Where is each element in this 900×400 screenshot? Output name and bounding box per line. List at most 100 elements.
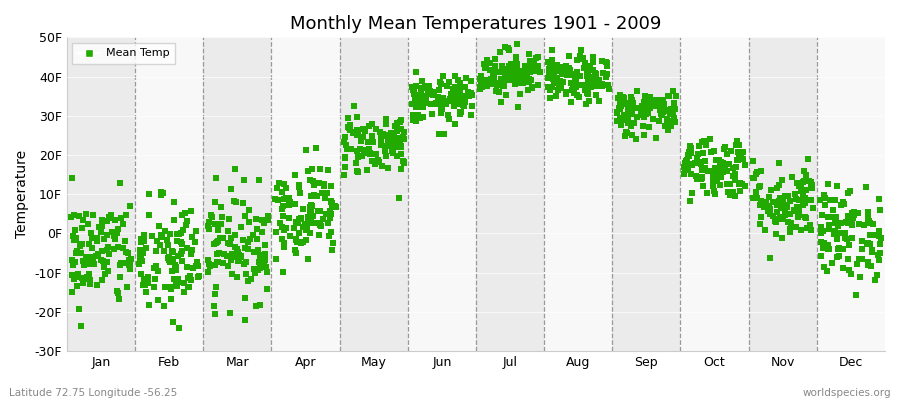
Point (868, 232, 882, 238)
Point (653, 107, 668, 114)
Point (225, 271, 239, 278)
Point (778, 212, 792, 218)
Point (150, 296, 165, 303)
Point (814, 253, 828, 259)
Point (636, 113, 651, 120)
Point (68, 237, 82, 243)
Point (83, 254, 97, 261)
Point (546, 77, 561, 84)
Point (373, 129, 387, 135)
Point (482, 79, 497, 85)
Point (821, 241, 835, 248)
Point (658, 106, 672, 113)
Point (244, 276, 258, 282)
Point (600, 63, 615, 69)
Point (412, 99, 427, 106)
Point (731, 148, 745, 155)
Point (473, 78, 488, 84)
Point (778, 203, 793, 209)
Point (508, 81, 522, 88)
Point (277, 196, 292, 203)
Point (344, 146, 358, 152)
Point (387, 134, 401, 140)
Point (714, 172, 728, 178)
Point (181, 284, 195, 290)
Point (846, 213, 860, 220)
Point (484, 76, 499, 82)
Point (629, 136, 643, 142)
Point (148, 276, 162, 282)
Point (354, 134, 368, 141)
Point (304, 209, 319, 215)
Point (255, 216, 269, 223)
Point (623, 111, 637, 118)
Point (478, 77, 492, 84)
Point (796, 168, 811, 174)
Point (303, 204, 318, 210)
Point (707, 165, 722, 172)
Point (730, 156, 744, 163)
Point (418, 83, 432, 89)
Point (588, 70, 602, 76)
Point (582, 63, 597, 70)
Point (488, 62, 502, 69)
Point (616, 95, 631, 101)
Point (494, 76, 508, 82)
Point (256, 262, 270, 269)
Point (67, 212, 81, 219)
Point (215, 235, 230, 241)
Point (586, 54, 600, 60)
Point (444, 92, 458, 98)
Point (259, 264, 274, 271)
Point (142, 212, 157, 218)
Point (350, 114, 365, 120)
Point (846, 208, 860, 215)
Point (446, 97, 461, 104)
Point (542, 66, 556, 72)
Point (253, 252, 267, 258)
Point (134, 258, 148, 264)
Point (679, 164, 693, 170)
Point (122, 262, 136, 268)
Point (180, 264, 194, 270)
Point (67, 276, 81, 282)
Point (160, 255, 175, 261)
Point (220, 253, 234, 260)
Point (714, 162, 728, 169)
Point (694, 161, 708, 168)
Point (851, 209, 866, 216)
Point (610, 109, 625, 116)
Point (552, 84, 566, 90)
Point (530, 82, 544, 88)
Point (712, 169, 726, 176)
Point (446, 102, 461, 109)
Point (668, 118, 682, 125)
Point (409, 94, 423, 100)
Point (169, 264, 184, 271)
Point (681, 149, 696, 155)
Point (775, 202, 789, 208)
Point (341, 124, 356, 130)
Point (626, 106, 640, 113)
Point (92, 224, 106, 230)
Point (780, 218, 795, 225)
Point (428, 100, 443, 106)
Point (839, 219, 853, 225)
Point (223, 186, 238, 192)
Point (448, 84, 463, 90)
Point (295, 238, 310, 245)
Point (68, 235, 83, 242)
Point (493, 49, 508, 56)
Point (313, 208, 328, 214)
Point (137, 238, 151, 244)
Point (708, 168, 723, 174)
Point (774, 216, 788, 222)
Point (166, 249, 181, 255)
Point (770, 208, 784, 215)
Point (821, 245, 835, 252)
Point (558, 88, 572, 95)
Point (409, 104, 423, 111)
Point (364, 158, 379, 164)
Point (155, 233, 169, 240)
Point (613, 104, 627, 111)
